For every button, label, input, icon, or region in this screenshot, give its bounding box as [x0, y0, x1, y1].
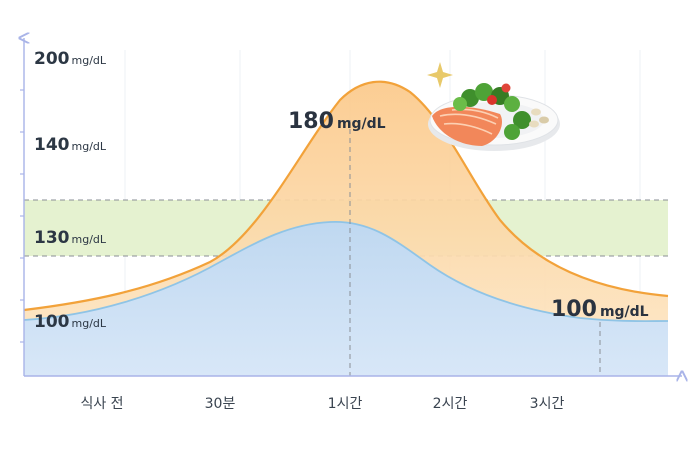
x-tick-label-before: 식사 전 [80, 396, 123, 412]
series-line-low [23, 221, 669, 323]
y-tick-label-200: 200 mg/dL [34, 49, 107, 69]
x-tick-label-3h: 3시간 [530, 396, 565, 412]
salad-plate-icon [428, 83, 560, 151]
x-tick-label-30min: 30분 [205, 396, 236, 412]
y-tick-label-130: 130 mg/dL [34, 228, 107, 248]
end-annotation: 100 mg/dL [551, 297, 649, 322]
series-area-low [24, 221, 668, 376]
series-line-high [23, 80, 669, 312]
sparkle-icon [427, 62, 453, 88]
y-ticks [20, 89, 24, 343]
peak-annotation: 180 mg/dL [288, 109, 386, 134]
y-tick-label-100: 100 mg/dL [34, 312, 107, 332]
y-tick-label-140: 140 mg/dL [34, 135, 107, 155]
x-tick-label-2h: 2시간 [433, 396, 468, 412]
x-tick-label-1h: 1시간 [328, 396, 363, 412]
